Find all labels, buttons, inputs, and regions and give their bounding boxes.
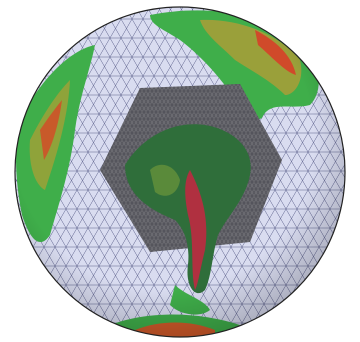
globe-outline bbox=[14, 6, 346, 338]
globe-shading bbox=[15, 7, 345, 337]
